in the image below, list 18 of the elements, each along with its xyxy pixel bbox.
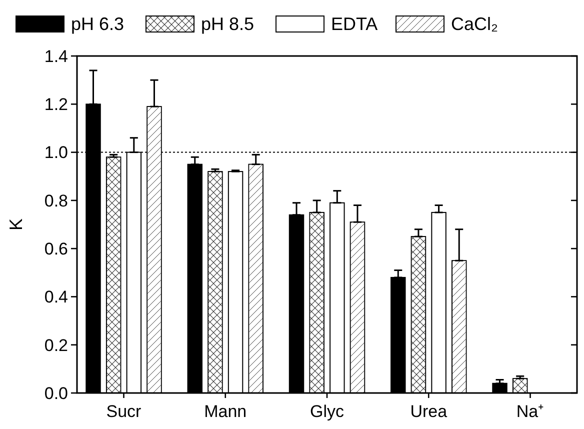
x-tick-label: Urea xyxy=(410,402,448,421)
legend-label: EDTA xyxy=(331,14,378,34)
y-axis-title: K xyxy=(6,218,26,231)
x-tick-label: Na⁺ xyxy=(516,402,544,421)
y-tick-label: 1.0 xyxy=(44,143,68,162)
legend-label: CaCl₂ xyxy=(451,14,498,34)
x-tick-label: Glyc xyxy=(310,402,344,421)
y-tick-label: 1.2 xyxy=(44,95,68,114)
legend-label: pH 8.5 xyxy=(201,14,254,34)
y-tick-label: 0.2 xyxy=(44,336,68,355)
y-tick-label: 0.4 xyxy=(44,288,68,307)
y-tick-label: 0.8 xyxy=(44,191,68,210)
y-tick-label: 0.0 xyxy=(44,384,68,403)
y-tick-label: 1.4 xyxy=(44,46,68,66)
y-tick-label: 0.6 xyxy=(44,240,68,259)
x-tick-label: Mann xyxy=(204,402,247,421)
legend-label: pH 6.3 xyxy=(71,14,124,34)
x-tick-label: Sucr xyxy=(106,402,142,421)
